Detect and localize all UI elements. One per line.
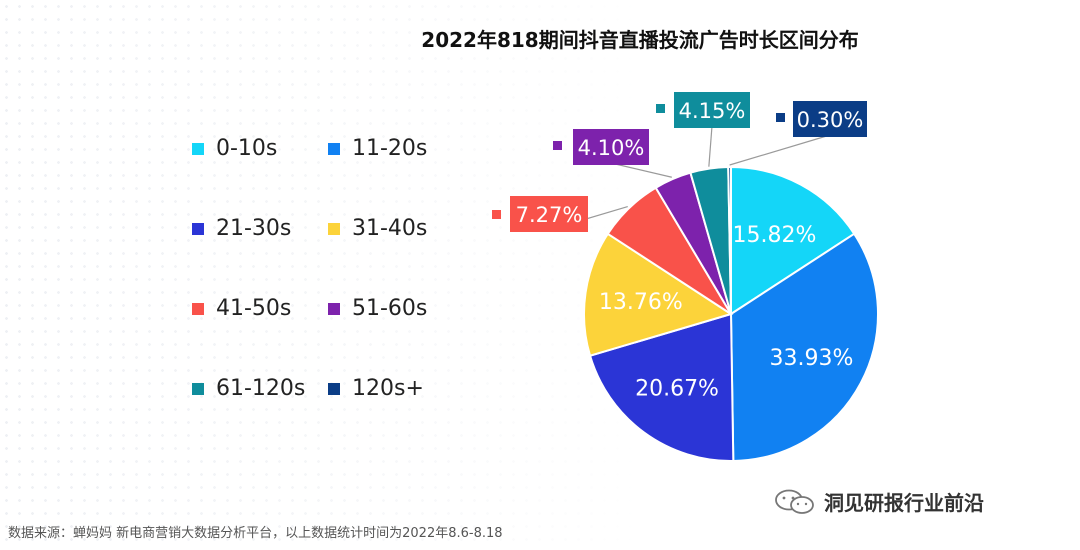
callout-box-61-120s <box>674 92 750 128</box>
legend-label: 51-60s <box>352 296 428 321</box>
legend-item-31-40s: 31-40s <box>328 216 427 241</box>
pie-slice-21-30s <box>588 312 735 462</box>
legend-item-11-20s: 11-20s <box>328 136 427 161</box>
callout-marker-120s-plus <box>776 113 785 122</box>
leader-line-61-120s <box>708 125 713 167</box>
callout-box-51-60s <box>573 129 649 165</box>
legend-swatch <box>328 222 340 235</box>
legend-swatch <box>328 382 340 395</box>
pie-slice-0-10s <box>730 165 856 316</box>
watermark: 洞见研报行业前沿 <box>774 487 984 516</box>
pie-slice-11-20s <box>729 232 879 462</box>
legend-swatch <box>192 382 204 395</box>
callout-box-120s-plus <box>793 101 867 137</box>
legend: 0-10s 11-20s 21-30s 31-40s 41-50s 51-60s… <box>192 136 472 416</box>
chart-title: 2022年818期间抖音直播投流广告时长区间分布 <box>421 28 859 52</box>
legend-swatch <box>328 302 340 315</box>
data-label-51-60s: 4.10% <box>578 136 645 160</box>
callout-marker-41-50s <box>492 210 501 219</box>
legend-label: 21-30s <box>216 216 292 241</box>
legend-label: 120s+ <box>352 376 424 401</box>
data-label-31-40s: 13.76% <box>599 290 683 315</box>
pie-slice-120s-plus <box>727 165 732 315</box>
callout-marker-61-120s <box>656 104 665 113</box>
callout-marker-51-60s <box>553 141 562 150</box>
data-label-120s-plus: 0.30% <box>797 108 864 132</box>
callout-box-41-50s <box>510 196 588 232</box>
legend-swatch <box>192 222 204 235</box>
data-label-0-10s: 15.82% <box>733 223 817 248</box>
wechat-icon <box>775 489 814 514</box>
leader-line-120s-plus <box>729 134 831 166</box>
pie-slice-31-40s <box>583 232 734 357</box>
legend-label: 61-120s <box>216 376 306 401</box>
watermark-text: 洞见研报行业前沿 <box>824 491 984 515</box>
legend-item-41-50s: 41-50s <box>192 296 291 321</box>
legend-item-0-10s: 0-10s <box>192 136 277 161</box>
legend-swatch <box>192 142 204 155</box>
source-note: 数据来源：蝉妈妈 新电商营销大数据分析平台，以上数据统计时间为2022年8.6-… <box>8 526 503 541</box>
legend-swatch <box>328 142 340 155</box>
legend-label: 31-40s <box>352 216 428 241</box>
legend-item-120s-plus: 120s+ <box>328 376 424 401</box>
legend-label: 0-10s <box>216 136 278 161</box>
data-label-21-30s: 20.67% <box>635 376 719 401</box>
legend-label: 41-50s <box>216 296 292 321</box>
legend-item-51-60s: 51-60s <box>328 296 427 321</box>
data-label-61-120s: 4.15% <box>679 99 746 123</box>
legend-item-61-120s: 61-120s <box>192 376 305 401</box>
legend-swatch <box>192 302 204 315</box>
data-label-11-20s: 33.93% <box>770 346 854 371</box>
data-label-41-50s: 7.27% <box>516 203 583 227</box>
legend-label: 11-20s <box>352 136 428 161</box>
legend-item-21-30s: 21-30s <box>192 216 291 241</box>
leader-line-51-60s <box>610 162 672 178</box>
